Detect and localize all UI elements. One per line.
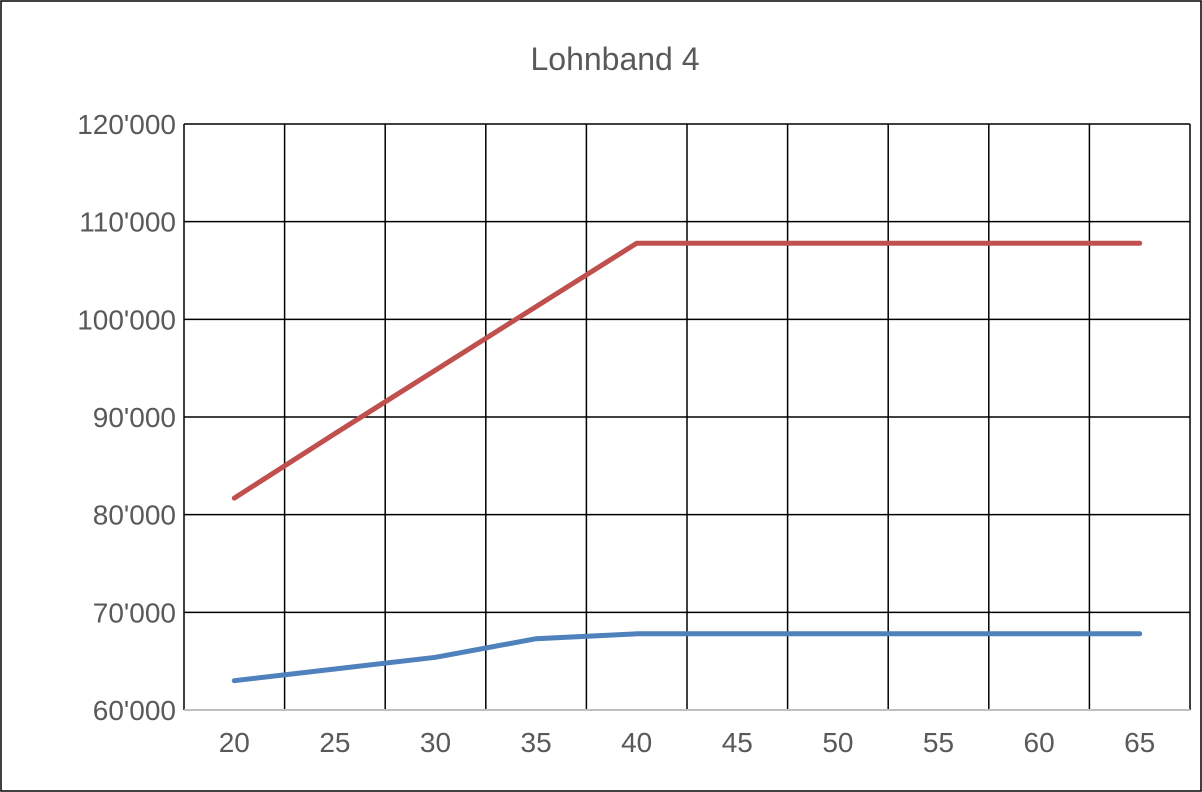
y-tick-label: 120'000 [77, 109, 176, 140]
x-tick-label: 30 [420, 727, 451, 758]
x-tick-label: 25 [319, 727, 350, 758]
x-tick-label: 20 [219, 727, 250, 758]
x-tick-label: 35 [521, 727, 552, 758]
grid [183, 123, 1191, 711]
y-tick-label: 110'000 [79, 207, 176, 238]
x-tick-label: 50 [822, 727, 853, 758]
series-lines [231, 240, 1143, 684]
x-tick-label: 40 [621, 727, 652, 758]
y-tick-label: 60'000 [93, 695, 176, 726]
x-tick-label: 45 [722, 727, 753, 758]
y-axis-ticks: 60'000 70'000 80'000 90'000 100'000 110'000 12… [77, 109, 176, 726]
x-axis-ticks: 20 25 30 35 40 45 50 55 60 65 [219, 727, 1156, 758]
y-tick-label: 100'000 [77, 304, 176, 335]
y-tick-label: 80'000 [93, 500, 176, 531]
x-tick-label: 65 [1124, 727, 1155, 758]
chart-title: Lohnband 4 [530, 41, 699, 77]
x-tick-label: 60 [1024, 727, 1055, 758]
y-tick-label: 90'000 [93, 402, 176, 433]
series-line-1 [231, 240, 1143, 501]
series-line-2 [231, 631, 1143, 684]
x-tick-label: 55 [923, 727, 954, 758]
y-tick-label: 70'000 [93, 597, 176, 628]
